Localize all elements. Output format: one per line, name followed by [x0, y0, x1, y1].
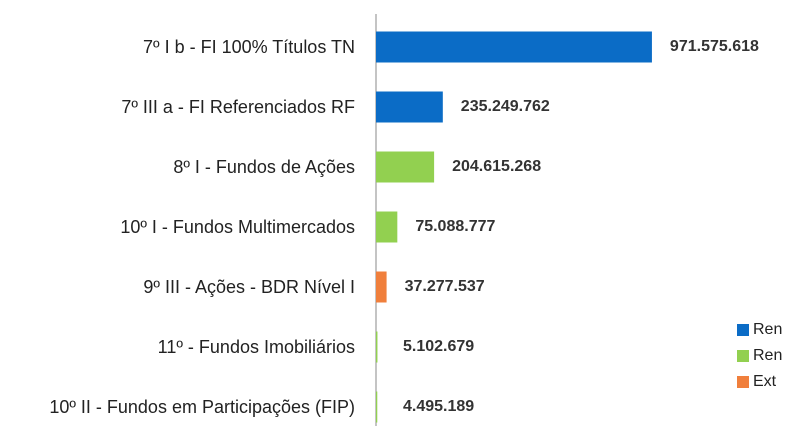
value-label: 971.575.618 [670, 38, 759, 55]
category-label: 9º III - Ações - BDR Nível I [143, 277, 355, 297]
category-label: 10º I - Fundos Multimercados [120, 217, 355, 237]
legend-label: Ren [753, 321, 782, 338]
value-label: 5.102.679 [403, 338, 474, 355]
bar [376, 271, 387, 303]
bar [376, 31, 652, 63]
legend-label: Ren [753, 347, 782, 364]
legend-swatch [737, 376, 749, 388]
bar [376, 91, 443, 123]
bar [376, 151, 435, 183]
bar [376, 331, 378, 363]
value-label: 37.277.537 [405, 278, 485, 295]
bar [376, 211, 398, 243]
category-label: 7º III a - FI Referenciados RF [121, 97, 355, 117]
value-label: 75.088.777 [415, 218, 495, 235]
category-label: 8º I - Fundos de Ações [173, 157, 355, 177]
category-label: 11º - Fundos Imobiliários [157, 337, 355, 357]
legend-label: Ext [753, 373, 777, 390]
value-label: 235.249.762 [461, 98, 550, 115]
legend-swatch [737, 350, 749, 362]
legend-swatch [737, 324, 749, 336]
category-label: 10º II - Fundos em Participações (FIP) [49, 397, 355, 417]
bar [376, 391, 378, 423]
category-label: 7º I b - FI 100% Títulos TN [143, 37, 355, 57]
value-label: 204.615.268 [452, 158, 541, 175]
value-label: 4.495.189 [403, 398, 474, 415]
